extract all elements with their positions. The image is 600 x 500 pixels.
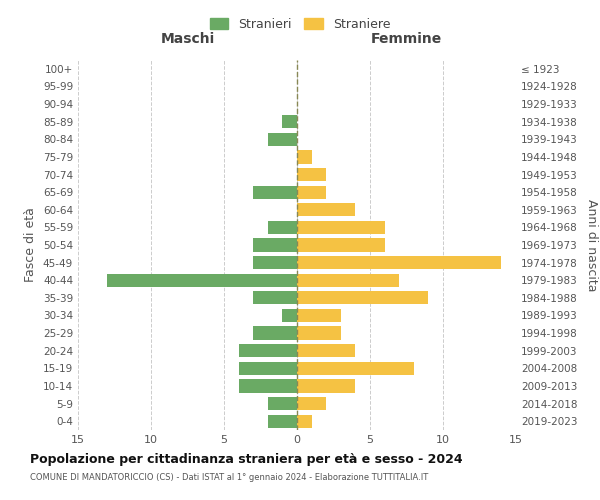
Bar xyxy=(283,309,297,322)
Bar xyxy=(297,221,385,234)
Bar xyxy=(239,380,297,392)
Y-axis label: Anni di nascita: Anni di nascita xyxy=(586,198,598,291)
Bar xyxy=(297,414,311,428)
Bar xyxy=(268,397,297,410)
Bar xyxy=(253,238,297,252)
Bar xyxy=(107,274,297,287)
Bar xyxy=(297,168,326,181)
Text: COMUNE DI MANDATORICCIO (CS) - Dati ISTAT al 1° gennaio 2024 - Elaborazione TUTT: COMUNE DI MANDATORICCIO (CS) - Dati ISTA… xyxy=(30,472,428,482)
Bar xyxy=(297,150,311,164)
Text: Popolazione per cittadinanza straniera per età e sesso - 2024: Popolazione per cittadinanza straniera p… xyxy=(30,452,463,466)
Bar xyxy=(268,132,297,146)
Bar xyxy=(253,256,297,269)
Bar xyxy=(297,274,399,287)
Bar xyxy=(268,221,297,234)
Bar xyxy=(253,186,297,198)
Bar xyxy=(297,326,341,340)
Bar xyxy=(297,186,326,198)
Bar xyxy=(297,256,502,269)
Bar xyxy=(239,344,297,358)
Bar xyxy=(297,309,341,322)
Text: Maschi: Maschi xyxy=(160,32,215,46)
Bar xyxy=(297,397,326,410)
Text: Femmine: Femmine xyxy=(371,32,442,46)
Bar xyxy=(268,414,297,428)
Y-axis label: Fasce di età: Fasce di età xyxy=(25,208,37,282)
Bar xyxy=(297,344,355,358)
Bar xyxy=(297,362,414,375)
Bar xyxy=(297,238,385,252)
Legend: Stranieri, Straniere: Stranieri, Straniere xyxy=(203,11,397,37)
Bar xyxy=(283,115,297,128)
Bar xyxy=(297,291,428,304)
Bar xyxy=(253,291,297,304)
Bar xyxy=(297,203,355,216)
Bar xyxy=(253,326,297,340)
Bar xyxy=(297,380,355,392)
Bar xyxy=(239,362,297,375)
